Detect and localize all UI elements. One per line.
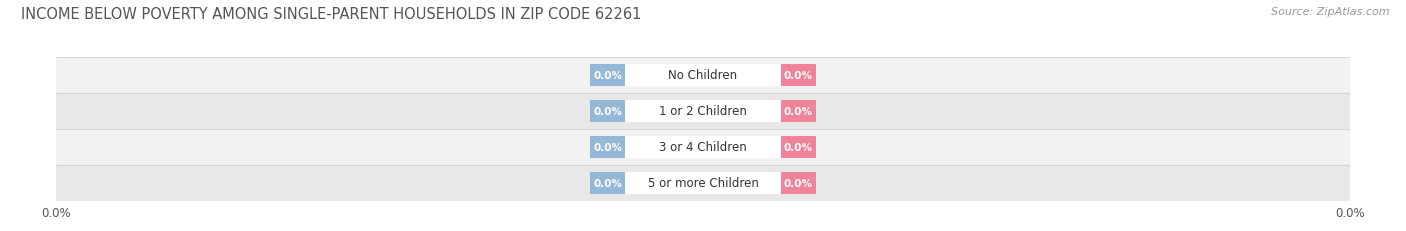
Text: 0.0%: 0.0% (785, 142, 813, 152)
Bar (56, 165, 1350, 201)
Text: 0.0%: 0.0% (593, 178, 621, 188)
Text: 0.0%: 0.0% (785, 71, 813, 81)
Text: 1 or 2 Children: 1 or 2 Children (659, 105, 747, 118)
Bar (780, 136, 817, 158)
Text: 0.0%: 0.0% (593, 142, 621, 152)
Text: 0.0%: 0.0% (593, 71, 621, 81)
Text: 5 or more Children: 5 or more Children (648, 176, 758, 190)
Text: No Children: No Children (668, 69, 738, 82)
Bar (56, 94, 1350, 129)
Bar (780, 172, 817, 194)
Bar (591, 172, 626, 194)
Bar (626, 64, 780, 87)
Bar (626, 136, 780, 158)
Bar (591, 64, 626, 87)
Text: INCOME BELOW POVERTY AMONG SINGLE-PARENT HOUSEHOLDS IN ZIP CODE 62261: INCOME BELOW POVERTY AMONG SINGLE-PARENT… (21, 7, 641, 22)
Bar (591, 100, 626, 123)
Bar (626, 100, 780, 123)
Bar (626, 172, 780, 194)
Text: 3 or 4 Children: 3 or 4 Children (659, 141, 747, 154)
Text: 0.0%: 0.0% (785, 106, 813, 116)
Text: 0.0%: 0.0% (785, 178, 813, 188)
Text: 0.0%: 0.0% (593, 106, 621, 116)
Bar (56, 129, 1350, 165)
Text: Source: ZipAtlas.com: Source: ZipAtlas.com (1271, 7, 1389, 17)
Bar (56, 58, 1350, 94)
Bar (780, 64, 817, 87)
Bar (780, 100, 817, 123)
Bar (591, 136, 626, 158)
